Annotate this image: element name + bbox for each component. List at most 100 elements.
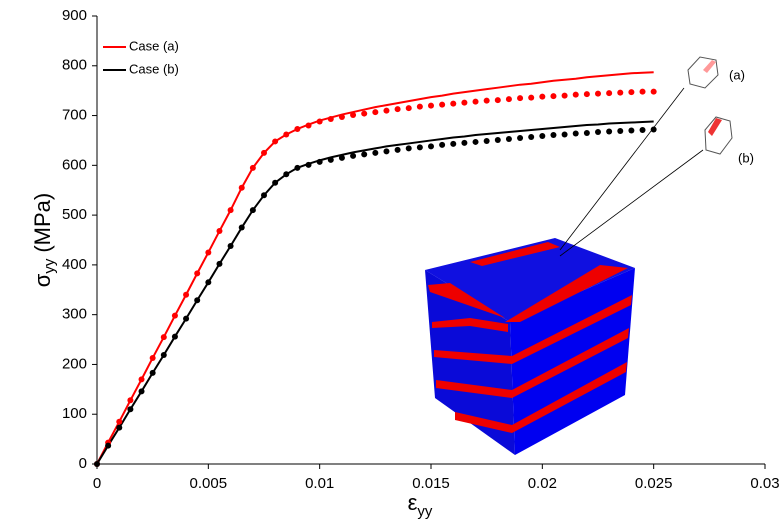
data-point (294, 125, 301, 132)
data-point (517, 95, 524, 102)
data-point (249, 207, 256, 214)
series-line (96, 71, 654, 465)
data-point (350, 112, 357, 119)
data-point (439, 141, 446, 148)
x-tick-label: 0.025 (635, 475, 673, 492)
data-point (416, 103, 423, 110)
data-point (405, 105, 412, 112)
data-point (505, 96, 512, 103)
data-point (305, 122, 312, 129)
data-point (428, 102, 434, 109)
data-point (361, 151, 368, 158)
data-point (583, 129, 590, 136)
data-point (505, 135, 512, 142)
y-label-unit: (MPa) (30, 193, 55, 253)
data-point (216, 260, 223, 267)
y-tick-label: 0 (79, 455, 87, 472)
data-point (316, 118, 323, 125)
data-point (116, 418, 123, 425)
data-point (439, 101, 446, 108)
series-line (96, 120, 654, 465)
data-point (550, 93, 557, 100)
data-point (494, 97, 501, 104)
data-point (116, 424, 123, 431)
data-point (94, 461, 100, 467)
y-tick-label: 400 (62, 256, 87, 273)
data-point (461, 99, 468, 106)
y-label-symbol: σ (30, 273, 55, 287)
data-point (450, 140, 457, 147)
data-point (550, 131, 557, 138)
data-point (394, 146, 401, 153)
data-point (160, 351, 167, 358)
data-point (261, 192, 267, 199)
data-point (472, 98, 479, 105)
data-point (350, 152, 357, 159)
data-point (561, 92, 568, 99)
data-point (583, 91, 590, 98)
x-tick-label: 0.02 (528, 475, 557, 492)
data-point (528, 94, 535, 101)
y-tick-label: 200 (62, 355, 87, 372)
x-tick-label: 0.03 (750, 475, 779, 492)
data-point (227, 207, 234, 214)
data-point (216, 228, 223, 235)
data-point (428, 143, 434, 150)
y-tick-label: 900 (62, 7, 87, 24)
data-point (316, 158, 323, 165)
y-tick-label: 500 (62, 206, 87, 223)
x-axis-label: εyy (408, 490, 433, 520)
data-point (238, 184, 245, 191)
data-point (238, 224, 245, 231)
data-point (183, 291, 190, 298)
data-point (361, 110, 368, 117)
data-point (383, 107, 390, 114)
data-point (383, 148, 390, 155)
data-point (249, 164, 256, 171)
data-point (272, 138, 279, 145)
data-point (494, 136, 501, 143)
data-point (171, 312, 178, 319)
data-point (149, 354, 156, 361)
data-point (194, 270, 201, 277)
data-point (127, 406, 134, 413)
data-point (105, 442, 112, 449)
legend-label: Case (b) (129, 61, 179, 76)
data-point (539, 93, 546, 100)
data-point (528, 133, 535, 140)
data-point (160, 334, 167, 341)
data-point (650, 88, 657, 95)
data-point (372, 149, 379, 156)
data-point (483, 97, 490, 104)
x-label-symbol: ε (408, 490, 418, 515)
data-point (483, 137, 490, 144)
data-point (472, 138, 479, 145)
data-point (138, 388, 145, 395)
data-point (283, 171, 290, 178)
x-tick-label: 0.01 (305, 475, 334, 492)
legend-label: Case (a) (129, 38, 179, 53)
data-point (127, 397, 134, 404)
data-point (327, 156, 334, 163)
y-label-subscript: yy (41, 258, 58, 274)
data-point (416, 144, 423, 151)
data-point (539, 132, 546, 139)
data-point (272, 179, 279, 186)
data-point (405, 145, 412, 152)
data-point (305, 161, 312, 168)
data-point (138, 376, 145, 383)
data-point (194, 297, 201, 304)
cube-illustration (425, 56, 733, 455)
data-point (572, 130, 579, 137)
data-point (149, 369, 156, 376)
data-point (650, 126, 657, 133)
data-point (572, 91, 579, 98)
data-point (294, 164, 301, 171)
annotation: (a) (729, 67, 745, 82)
data-point (227, 242, 234, 249)
y-tick-label: 300 (62, 306, 87, 323)
data-point (372, 109, 379, 116)
data-point (561, 131, 568, 138)
data-point (338, 114, 345, 121)
